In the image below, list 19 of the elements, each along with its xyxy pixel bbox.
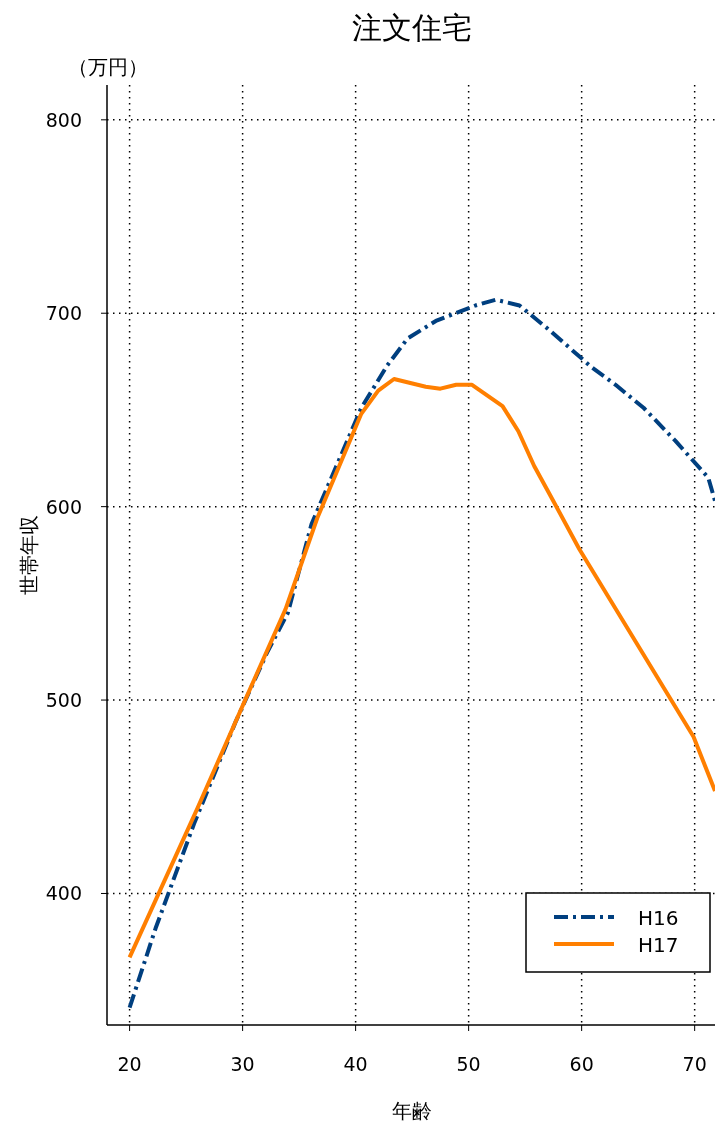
y-tick-label: 800: [45, 108, 82, 131]
x-tick-label: 70: [682, 1053, 707, 1075]
y-tick-label: 500: [45, 689, 82, 712]
x-axis-title: 年齢: [392, 1099, 432, 1123]
x-tick-label: 50: [456, 1053, 481, 1075]
x-tick-label: 60: [569, 1053, 594, 1075]
y-tick-label: 600: [45, 495, 82, 518]
y-axis-title: 世帯年収: [17, 515, 41, 595]
y-tick-label: 700: [45, 302, 82, 325]
legend-label: H16: [638, 906, 679, 930]
x-tick-label: 20: [117, 1053, 142, 1075]
y-tick-label: 400: [45, 882, 82, 905]
line-series: [127, 297, 715, 1010]
line-series: [127, 376, 715, 960]
x-tick-label: 40: [343, 1053, 368, 1075]
legend-label: H17: [638, 933, 679, 957]
chart-title: 注文住宅: [352, 10, 472, 45]
x-tick-label: 30: [230, 1053, 255, 1075]
text: （万円）: [68, 55, 148, 79]
